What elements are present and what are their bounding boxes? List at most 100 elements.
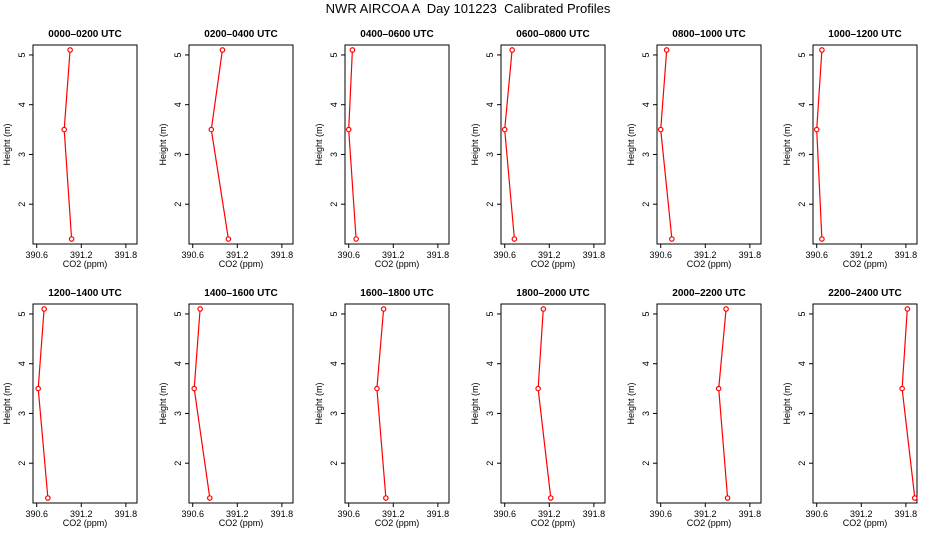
data-point (45, 495, 51, 501)
profile-panel: 1800–2000 UTC 390.6 391.2 391.8 CO2 (ppm) 2 3 4… (470, 288, 606, 528)
y-axis-label: Height (m) (314, 382, 324, 424)
panel-title: 0600–0800 UTC (516, 29, 589, 40)
y-tick-label: 5 (797, 311, 807, 316)
x-tick-label: 390.6 (337, 250, 360, 260)
x-axis-label: CO2 (ppm) (63, 518, 108, 528)
data-point (383, 495, 389, 501)
y-tick-label: 4 (485, 361, 495, 366)
profile-panel: 1200–1400 UTC 390.6 391.2 391.8 CO2 (ppm) 2 3 4… (2, 288, 138, 528)
panel-title: 0000–0200 UTC (48, 29, 121, 40)
data-point (208, 126, 215, 133)
data-point (715, 385, 722, 392)
y-axis-label: Height (m) (2, 123, 12, 165)
data-point (68, 236, 75, 242)
data-point (225, 236, 232, 242)
profile-panel: 0600–0800 UTC 390.6 391.2 391.8 CO2 (ppm) 2 3 4… (470, 29, 606, 269)
y-tick-label: 3 (797, 411, 807, 416)
x-axis-label: CO2 (ppm) (63, 259, 108, 269)
y-tick-label: 5 (173, 52, 183, 57)
profile-panel: 0000–0200 UTC 390.6 391.2 391.8 CO2 (ppm) 2 3 4… (2, 29, 138, 269)
plot-frame (500, 303, 606, 504)
x-tick-label: 390.6 (649, 250, 672, 260)
y-tick-label: 4 (329, 361, 339, 366)
series-line (901, 308, 916, 499)
y-axis-label: Height (m) (782, 123, 792, 165)
y-tick-label: 5 (797, 52, 807, 57)
x-tick-label: 391.2 (694, 250, 717, 260)
y-tick-label: 3 (17, 411, 27, 416)
x-tick-label: 390.6 (805, 250, 828, 260)
x-tick-label: 391.8 (583, 509, 606, 519)
data-point (380, 306, 387, 312)
panel-title: 1000–1200 UTC (828, 29, 901, 40)
panel-title: 2000–2200 UTC (672, 288, 745, 299)
x-tick-label: 391.8 (271, 250, 294, 260)
y-tick-label: 2 (641, 461, 651, 466)
y-tick-label: 2 (797, 461, 807, 466)
y-tick-label: 4 (485, 102, 495, 107)
y-axis-label: Height (m) (470, 123, 480, 165)
plot-frame (188, 303, 294, 504)
y-tick-label: 5 (329, 311, 339, 316)
y-tick-label: 4 (173, 102, 183, 107)
y-tick-label: 5 (17, 52, 27, 57)
y-axis-label: Height (m) (626, 123, 636, 165)
y-tick-label: 2 (17, 202, 27, 207)
y-tick-label: 4 (17, 361, 27, 366)
panel-title: 0400–0600 UTC (360, 29, 433, 40)
y-tick-label: 2 (797, 202, 807, 207)
data-point (349, 47, 356, 53)
y-tick-label: 4 (641, 361, 651, 366)
data-point (191, 385, 198, 392)
data-point (67, 47, 73, 53)
y-tick-label: 5 (17, 311, 27, 316)
x-tick-label: 391.8 (739, 509, 762, 519)
series-line (348, 49, 357, 240)
panel-title: 1600–1800 UTC (360, 288, 433, 299)
data-point (509, 47, 515, 53)
data-point (904, 306, 911, 312)
x-axis-label: CO2 (ppm) (531, 259, 576, 269)
y-axis-label: Height (m) (314, 123, 324, 165)
data-point (819, 236, 825, 242)
data-point (540, 306, 547, 312)
x-axis-label: CO2 (ppm) (843, 259, 888, 269)
data-point (819, 47, 825, 53)
x-tick-label: 390.6 (493, 250, 516, 260)
profile-panel: 2000–2200 UTC 390.6 391.2 391.8 CO2 (ppm) 2 3 4… (626, 288, 762, 528)
profile-panel: 1000–1200 UTC 390.6 391.2 391.8 CO2 (ppm) 2 3 4… (782, 29, 918, 269)
y-tick-label: 4 (329, 102, 339, 107)
y-tick-label: 2 (173, 461, 183, 466)
y-tick-label: 4 (173, 361, 183, 366)
panel-title: 2200–2400 UTC (828, 288, 901, 299)
plot-frame (344, 303, 450, 504)
x-axis-label: CO2 (ppm) (687, 518, 732, 528)
x-axis-label: CO2 (ppm) (219, 518, 264, 528)
x-tick-label: 390.6 (337, 509, 360, 519)
x-tick-label: 391.2 (850, 509, 873, 519)
y-tick-label: 3 (17, 152, 27, 157)
data-point (197, 306, 203, 312)
y-tick-label: 2 (485, 461, 495, 466)
x-tick-label: 391.2 (382, 509, 405, 519)
series-line (660, 49, 673, 240)
y-tick-label: 3 (329, 411, 339, 416)
series-line (537, 308, 552, 499)
profile-panel: 0400–0600 UTC 390.6 391.2 391.8 CO2 (ppm) 2 3 4… (314, 29, 450, 269)
data-point (345, 126, 352, 133)
x-tick-label: 391.8 (895, 509, 918, 519)
panel-title: 1400–1600 UTC (204, 288, 277, 299)
series-line (193, 308, 211, 499)
x-tick-label: 391.8 (115, 509, 138, 519)
x-tick-label: 391.2 (70, 509, 93, 519)
data-point (374, 385, 380, 392)
data-point (41, 306, 47, 312)
series-line (63, 49, 73, 240)
data-point (669, 236, 675, 242)
y-tick-label: 3 (173, 152, 183, 157)
x-axis-label: CO2 (ppm) (843, 518, 888, 528)
data-point (723, 306, 729, 312)
x-tick-label: 390.6 (649, 509, 672, 519)
data-point (547, 495, 554, 501)
